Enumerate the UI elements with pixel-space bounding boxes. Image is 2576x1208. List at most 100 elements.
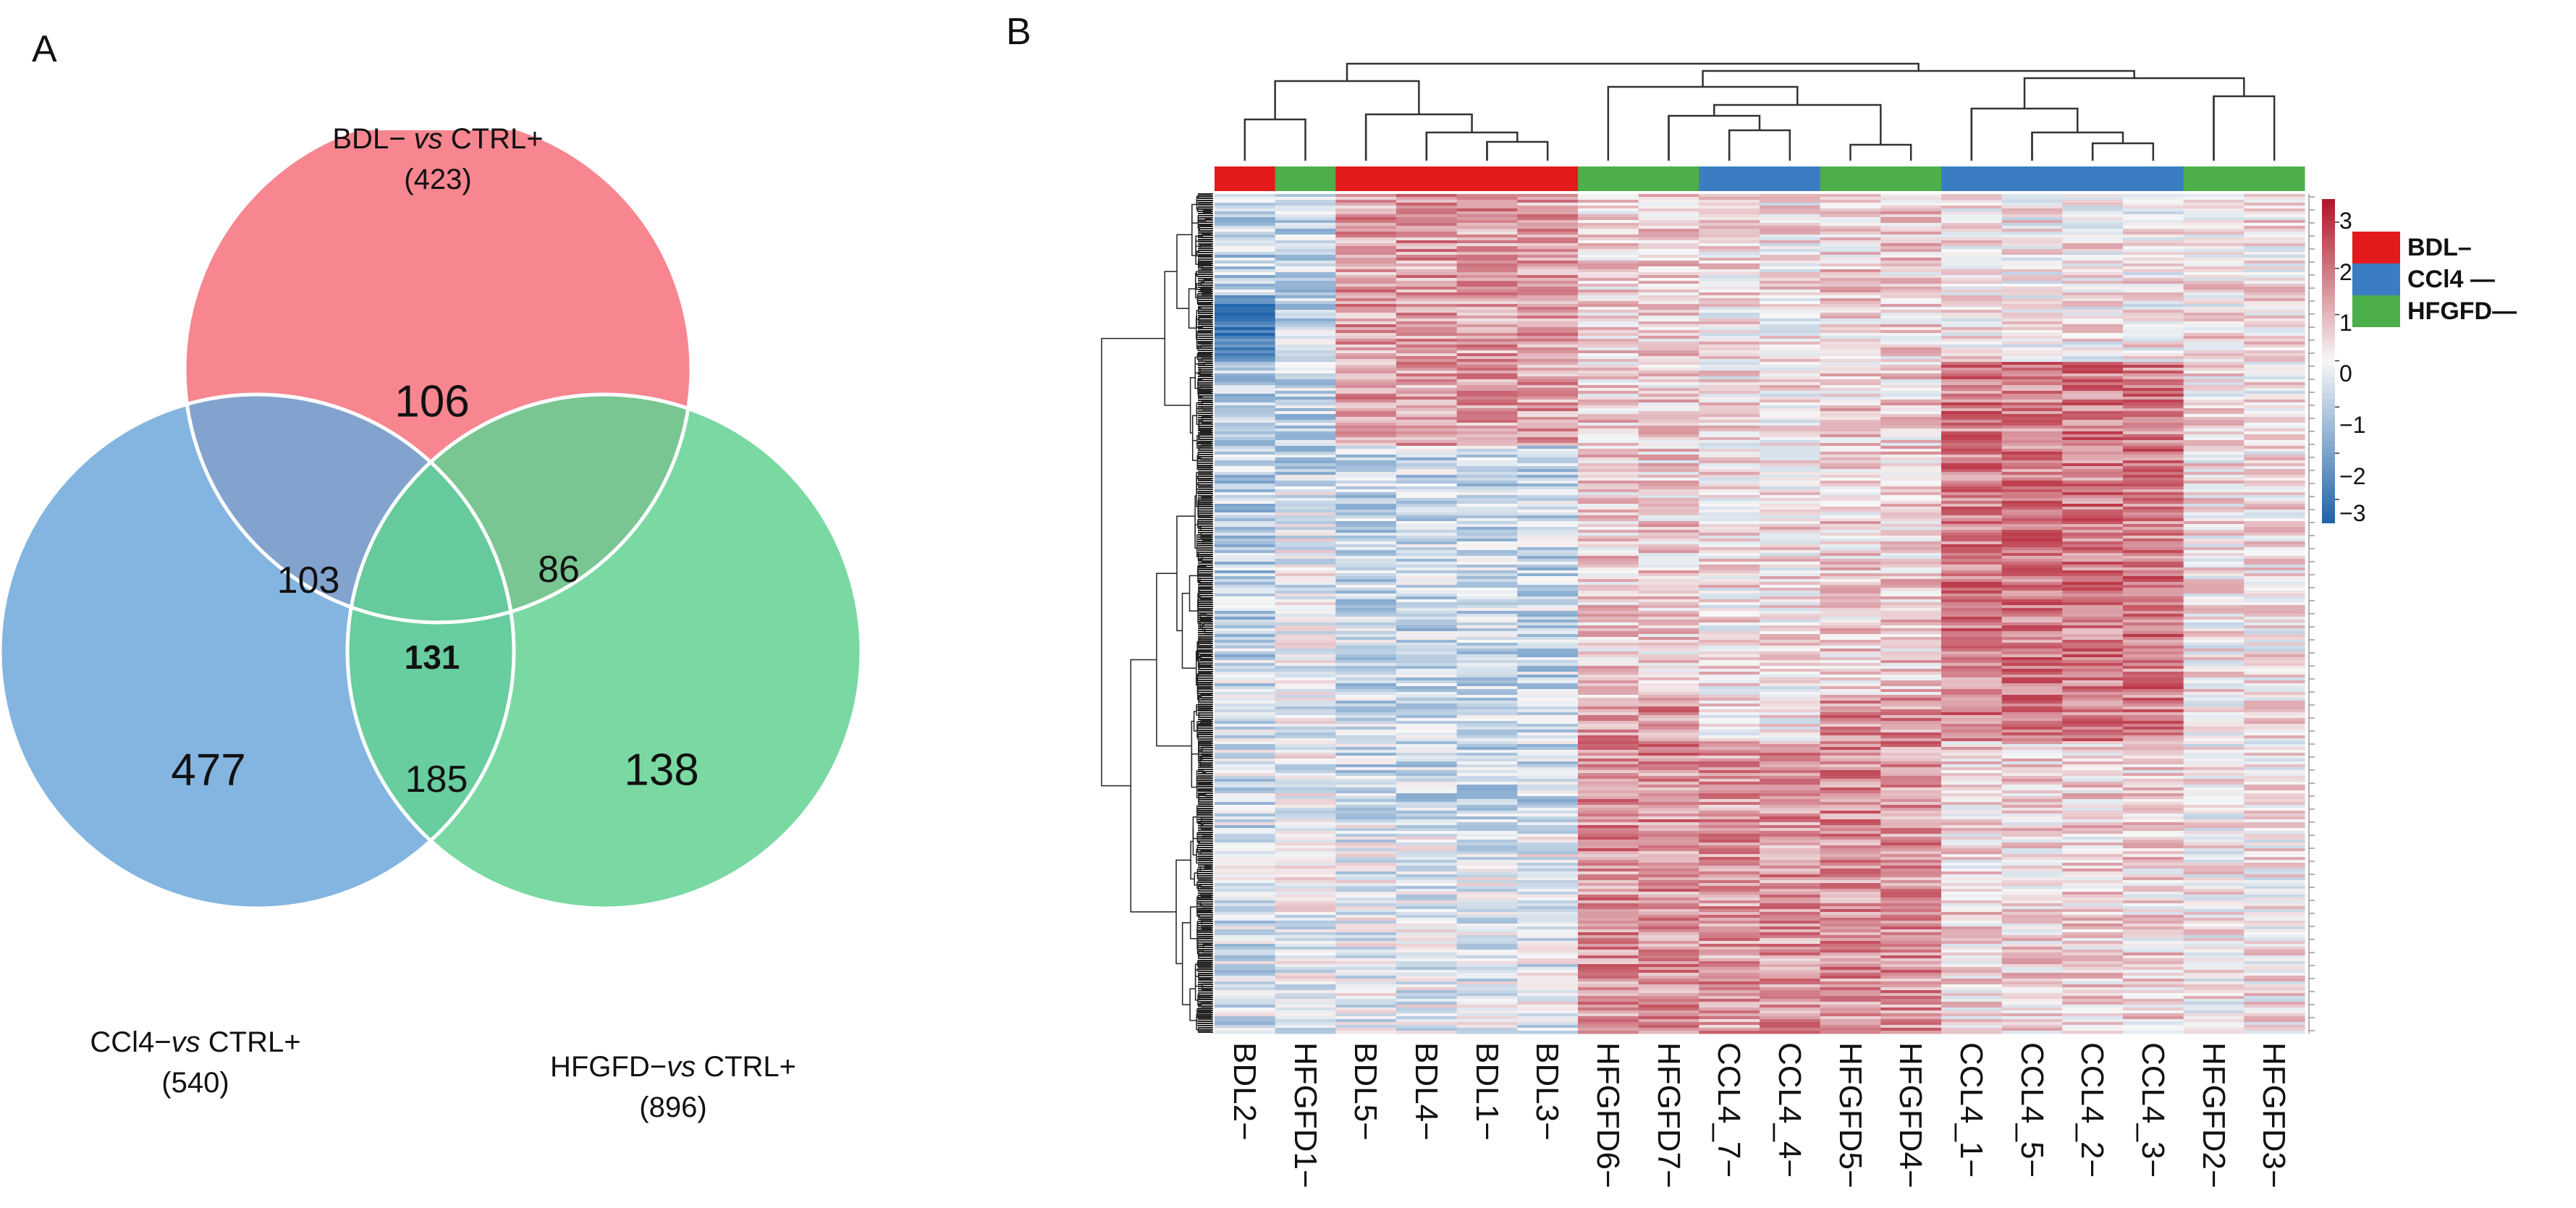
heatmap-cell	[1335, 698, 1397, 701]
heatmap-cell	[1396, 275, 1458, 279]
heatmap-cell	[1517, 660, 1579, 664]
heatmap-cell	[1517, 605, 1579, 609]
heatmap-cell	[1760, 440, 1821, 444]
heatmap-cell	[2062, 342, 2124, 345]
heatmap-cell	[2001, 773, 2063, 777]
heatmap-cell	[2062, 732, 2124, 736]
heatmap-cell	[1456, 495, 1518, 499]
heatmap-cell	[2001, 695, 2063, 698]
heatmap-cell	[2244, 759, 2305, 762]
heatmap-cell	[1456, 385, 1518, 389]
heatmap-cell	[1941, 576, 2003, 580]
heatmap-cell	[1820, 750, 1881, 753]
heatmap-cell	[1456, 420, 1518, 423]
heatmap-cell	[1335, 764, 1397, 768]
heatmap-cell	[1699, 704, 1760, 707]
heatmap-cell	[1820, 585, 1881, 588]
heatmap-cell	[1699, 622, 1760, 626]
heatmap-cell	[1760, 206, 1821, 209]
heatmap-cell	[1456, 449, 1518, 452]
heatmap-cell	[1699, 732, 1760, 736]
heatmap-cell	[1820, 637, 1881, 641]
heatmap-cell	[2183, 321, 2245, 325]
heatmap-cell	[1275, 663, 1336, 667]
heatmap-cell	[1396, 307, 1458, 311]
heatmap-cell	[1275, 379, 1336, 383]
heatmap-cell	[2062, 533, 2124, 536]
heatmap-cell	[1215, 715, 1276, 719]
heatmap-cell	[2123, 255, 2184, 258]
heatmap-cell	[1456, 405, 1518, 409]
column-dendrogram-branch	[1728, 129, 1791, 161]
heatmap-cell	[1517, 808, 1579, 811]
heatmap-cell	[2123, 649, 2184, 652]
heatmap-cell	[1215, 686, 1276, 690]
heatmap-cell	[2062, 428, 2124, 432]
heatmap-cell	[2001, 382, 2063, 386]
heatmap-cell	[1699, 379, 1760, 383]
heatmap-cell	[2183, 489, 2245, 493]
heatmap-cell	[2001, 292, 2063, 296]
heatmap-cell	[1699, 489, 1760, 493]
heatmap-cell	[2123, 567, 2184, 571]
heatmap-cell	[1820, 304, 1881, 308]
heatmap-cell	[2183, 553, 2245, 557]
heatmap-cell	[1335, 666, 1397, 670]
heatmap-cell	[1215, 365, 1276, 368]
heatmap-cell	[1456, 611, 1518, 614]
heatmap-cell	[1941, 796, 2003, 800]
heatmap-cell	[2123, 483, 2184, 487]
heatmap-cell	[1517, 431, 1579, 435]
heatmap-cell	[1699, 785, 1760, 788]
heatmap-cell	[1215, 663, 1276, 667]
heatmap-cell	[1215, 675, 1276, 678]
heatmap-cell	[1215, 556, 1276, 559]
heatmap-cell	[1578, 790, 1639, 794]
heatmap-cell	[1335, 368, 1397, 371]
heatmap-cell	[2062, 510, 2124, 513]
heatmap-cell	[1638, 634, 1699, 638]
heatmap-cell	[1335, 767, 1397, 771]
heatmap-cell	[1880, 356, 1942, 360]
heatmap-cell	[2001, 408, 2063, 412]
heatmap-cell	[1820, 457, 1881, 461]
heatmap-cell	[2062, 643, 2124, 646]
heatmap-cell	[1880, 368, 1942, 371]
heatmap-cell	[1941, 275, 2003, 279]
heatmap-cell	[1275, 203, 1336, 206]
heatmap-cell	[2062, 495, 2124, 499]
heatmap-cell	[1517, 223, 1579, 227]
row-dendrogram-branch	[1197, 553, 1202, 561]
heatmap-cell	[1275, 457, 1336, 461]
heatmap-cell	[2244, 585, 2305, 588]
heatmap-cell	[2183, 544, 2245, 548]
heatmap-cell	[1820, 790, 1881, 794]
heatmap-cell	[1880, 347, 1942, 351]
heatmap-cell	[2062, 368, 2124, 371]
heatmap-cell	[1517, 536, 1579, 539]
heatmap-cell	[1517, 741, 1579, 745]
heatmap-cell	[2062, 237, 2124, 241]
heatmap-cell	[1760, 819, 1821, 823]
heatmap-cell	[1456, 368, 1518, 371]
heatmap-cell	[1215, 614, 1276, 617]
heatmap-cell	[1941, 712, 2003, 716]
heatmap-cell	[1638, 449, 1699, 452]
heatmap-cell	[1578, 556, 1639, 559]
heatmap-cell	[2062, 423, 2124, 426]
heatmap-cell	[2123, 240, 2184, 244]
heatmap-cell	[2062, 790, 2124, 794]
heatmap-cell	[1760, 802, 1821, 806]
heatmap-cell	[1275, 269, 1336, 273]
heatmap-cell	[1275, 646, 1336, 649]
heatmap-cell	[2244, 402, 2305, 406]
heatmap-cell	[2062, 672, 2124, 675]
heatmap-cell	[1456, 400, 1518, 403]
heatmap-cell	[1215, 426, 1276, 429]
heatmap-cell	[1275, 701, 1336, 704]
heatmap-cell	[1215, 362, 1276, 366]
heatmap-cell	[1699, 515, 1760, 519]
heatmap-cell	[1215, 434, 1276, 438]
heatmap-cell	[1335, 718, 1397, 722]
heatmap-cell	[1760, 785, 1821, 788]
